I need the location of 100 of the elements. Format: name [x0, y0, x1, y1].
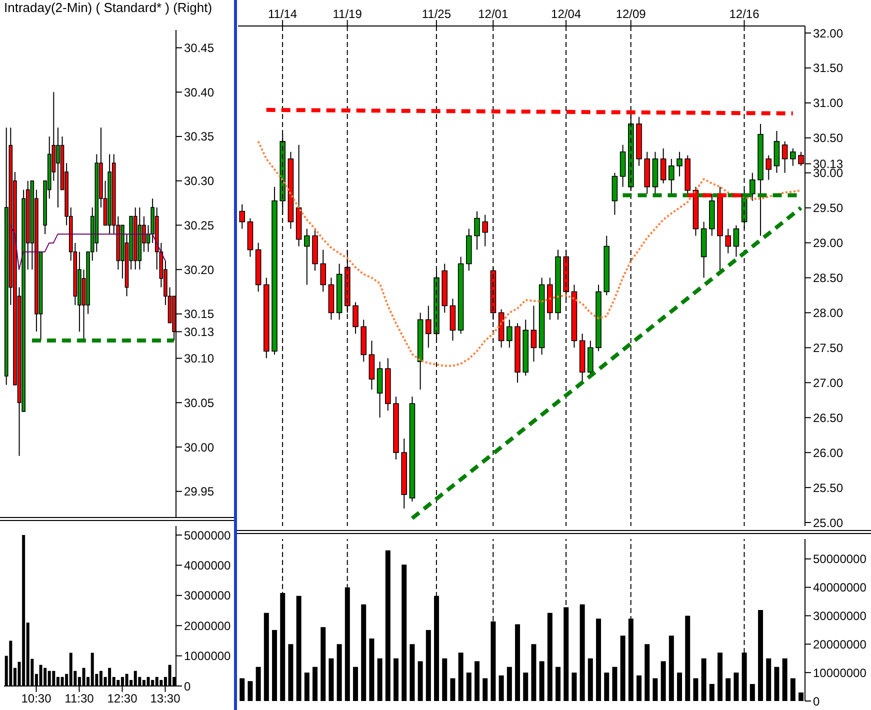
y-tick-label: 29.95: [184, 484, 214, 499]
bar: [620, 636, 626, 701]
y-tick-label: 30.45: [184, 41, 214, 56]
y-tick-label: 27.50: [813, 340, 844, 355]
bar: [734, 672, 739, 701]
bar: [418, 661, 423, 701]
bar: [572, 672, 577, 701]
x-tick-label: 11:30: [64, 692, 94, 706]
bar: [636, 675, 642, 701]
y-tick-label: 31.50: [813, 61, 844, 76]
candlestick: [790, 148, 796, 166]
bar: [523, 672, 528, 701]
y-tick-label: 10000000: [813, 666, 867, 680]
y-tick-label: 30.25: [184, 218, 214, 232]
x-tick-label: 12/16: [729, 7, 760, 21]
candlestick: [482, 214, 488, 247]
bar: [240, 678, 245, 701]
bar: [726, 678, 731, 701]
bar: [336, 644, 342, 701]
y-tick-label: 30.35: [184, 130, 214, 144]
y-tick-label: 27.00: [813, 376, 844, 390]
candlestick: [676, 151, 682, 177]
bar: [264, 612, 269, 701]
y-tick-label: 25.50: [813, 480, 844, 495]
x-tick-label: 13:30: [150, 692, 181, 706]
bar: [385, 550, 390, 701]
bar: [677, 672, 682, 701]
candlestick: [733, 224, 740, 258]
y-tick-label: 30.10: [184, 352, 214, 366]
bar: [272, 630, 278, 701]
bar: [782, 658, 788, 701]
y-tick-label: 31.00: [813, 96, 844, 110]
candlestick: [56, 127, 60, 208]
y-tick-label: 30000000: [813, 608, 867, 623]
y-tick-label: 26.50: [813, 410, 844, 425]
bar: [556, 666, 561, 701]
bar: [580, 604, 585, 701]
candlestick: [426, 305, 432, 348]
y-tick-label: 30.05: [184, 396, 214, 410]
candlestick: [725, 228, 732, 254]
bar: [458, 652, 464, 701]
y-tick-label: 0: [813, 694, 820, 708]
bar: [588, 658, 593, 701]
x-tick-label: 11/25: [422, 7, 452, 21]
x-tick-label: 12/09: [616, 7, 646, 21]
y-tick-label: 0: [184, 679, 191, 694]
y-tick-label: 1000000: [184, 649, 232, 664]
y-tick-label: 30.13: [184, 324, 214, 339]
x-tick-label: 12/01: [478, 7, 508, 21]
y-tick-label: 30.30: [184, 174, 214, 188]
bar: [442, 658, 448, 701]
bar: [718, 652, 723, 701]
candlestick: [766, 154, 772, 180]
bar: [304, 672, 310, 701]
bar: [612, 666, 618, 701]
bar: [604, 672, 610, 701]
bar: [790, 678, 796, 701]
bar: [394, 658, 399, 701]
candlestick: [474, 210, 480, 250]
candlestick: [320, 249, 326, 292]
bar: [758, 610, 764, 701]
x-tick-label: 11/14: [268, 7, 298, 21]
chart-title: Intraday(2-Min) ( Standard* ) (Right): [4, 0, 212, 15]
bar: [652, 678, 658, 701]
bar: [668, 636, 674, 701]
bar: [353, 666, 358, 701]
y-tick-label: 29.50: [813, 201, 844, 216]
bar: [256, 666, 261, 701]
candlestick: [530, 305, 537, 362]
x-tick-label: 12/04: [551, 7, 582, 21]
bar: [248, 681, 253, 701]
bar: [685, 616, 690, 701]
bar: [766, 658, 772, 701]
bar: [774, 666, 780, 701]
candlestick: [304, 228, 310, 286]
bar: [547, 612, 552, 701]
bar: [288, 644, 294, 701]
bar: [410, 644, 415, 701]
bar: [644, 644, 650, 701]
candlestick: [782, 140, 788, 174]
y-tick-label: 29.00: [813, 236, 844, 250]
y-tick-label: 32.00: [813, 26, 844, 40]
bar: [539, 661, 544, 701]
bar: [361, 604, 366, 701]
bar: [474, 661, 480, 701]
y-tick-label: 25.00: [813, 516, 844, 530]
y-tick-label: 30.00: [184, 440, 214, 454]
y-tick-label: 40000000: [813, 580, 867, 595]
y-tick-label: 50000000: [813, 552, 867, 566]
bar: [482, 678, 488, 701]
y-tick-label: 20000000: [813, 637, 867, 652]
bar: [709, 684, 714, 701]
bar: [296, 596, 302, 701]
y-tick-label: 30.50: [813, 131, 844, 146]
y-tick-label: 2000000: [184, 618, 232, 633]
bar: [369, 638, 374, 701]
y-tick-label: 28.00: [813, 306, 844, 320]
y-tick-label: 4000000: [184, 558, 232, 573]
candlestick: [668, 158, 674, 194]
bar: [701, 658, 706, 701]
